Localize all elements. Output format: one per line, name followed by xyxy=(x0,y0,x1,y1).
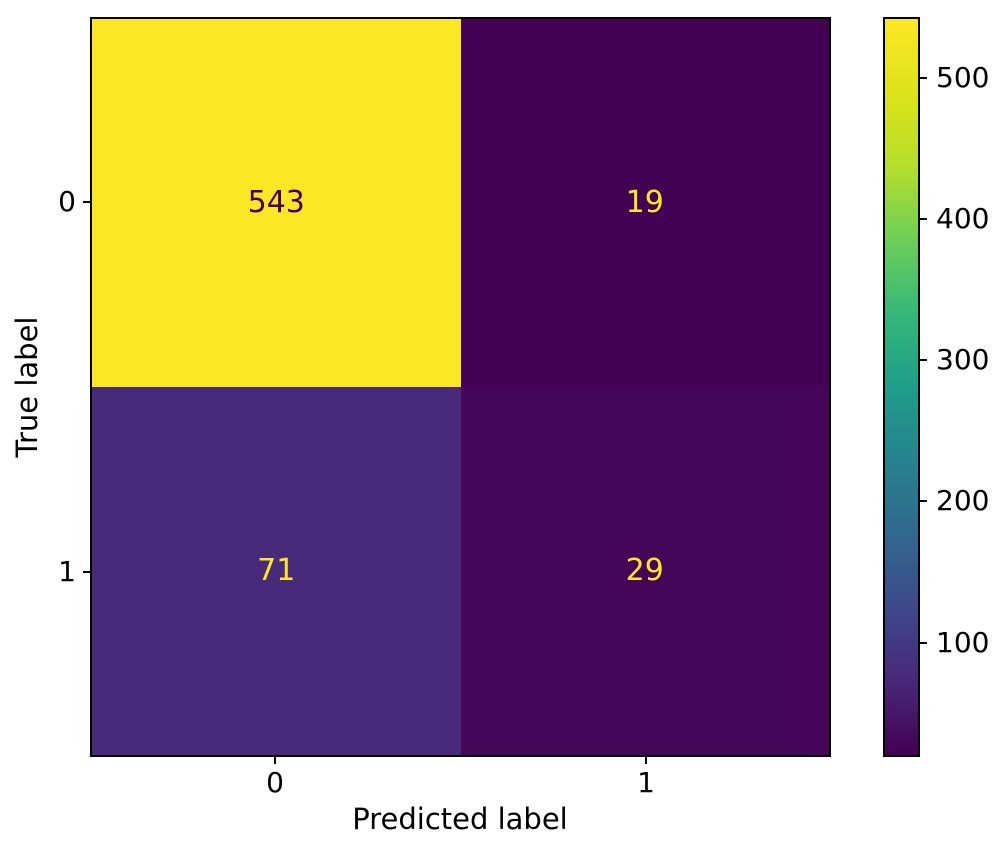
x-tick-mark-1 xyxy=(645,757,647,764)
heatmap-cell-r0c0: 543 xyxy=(92,19,461,387)
heatmap-cell-r0c1: 19 xyxy=(460,19,829,387)
y-axis-label: True label xyxy=(10,316,44,458)
cell-value: 29 xyxy=(625,553,664,588)
heatmap-plot-area: 543 19 71 29 xyxy=(90,17,831,757)
colorbar-tick-label-300: 300 xyxy=(936,343,990,377)
heatmap-cell-r1c1: 29 xyxy=(460,387,829,755)
colorbar-tick-mark-200 xyxy=(920,500,927,503)
y-tick-mark-1 xyxy=(83,571,90,573)
y-tick-label-1: 1 xyxy=(58,555,76,588)
y-tick-mark-0 xyxy=(83,201,90,203)
colorbar-tick-label-500: 500 xyxy=(936,60,990,94)
y-tick-label-0: 0 xyxy=(58,185,76,218)
cell-value: 543 xyxy=(247,185,305,220)
colorbar-tick-label-100: 100 xyxy=(936,625,990,659)
colorbar-tick-label-200: 200 xyxy=(936,484,990,518)
colorbar-tick-mark-400 xyxy=(920,217,927,220)
x-tick-label-0: 0 xyxy=(266,766,284,799)
cell-value: 19 xyxy=(625,185,664,220)
colorbar-tick-mark-100 xyxy=(920,641,927,644)
colorbar-tick-label-400: 400 xyxy=(936,201,990,235)
colorbar xyxy=(883,17,920,757)
x-axis-label: Predicted label xyxy=(352,802,568,836)
colorbar-tick-mark-500 xyxy=(920,76,927,79)
heatmap-cell-r1c0: 71 xyxy=(92,387,461,755)
x-tick-label-1: 1 xyxy=(637,766,655,799)
x-tick-mark-0 xyxy=(274,757,276,764)
colorbar-tick-mark-300 xyxy=(920,359,927,362)
cell-value: 71 xyxy=(257,553,296,588)
